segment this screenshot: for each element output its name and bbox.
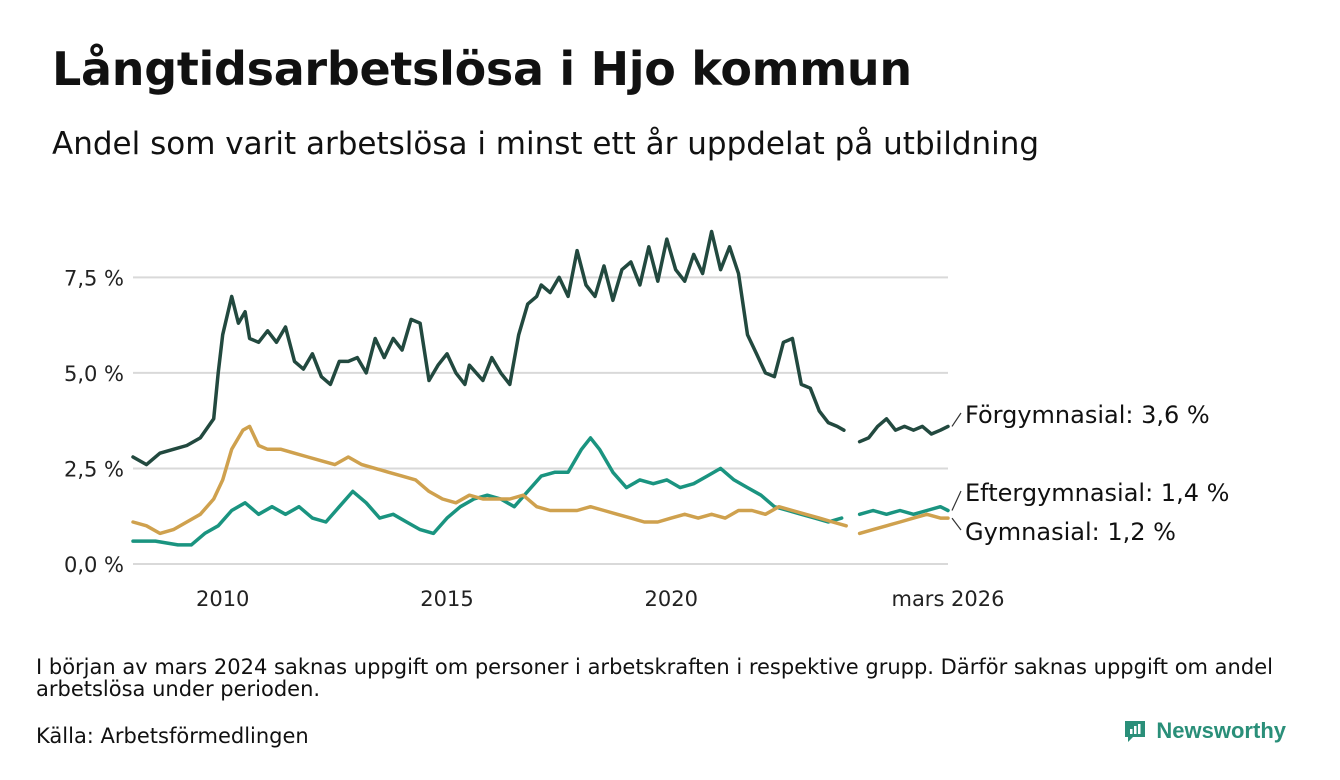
y-axis-ticks: 0,0 % 2,5 % 5,0 % 7,5 % — [64, 266, 124, 577]
gridlines — [133, 276, 948, 565]
end-label-gymnasial: Gymnasial: 1,2 % — [965, 518, 1176, 546]
x-axis-ticks: 2010 2015 2020 mars 2026 — [196, 587, 1005, 611]
series-line-förgymnasial — [131, 229, 950, 467]
end-label-connector — [951, 490, 962, 511]
y-tick-label: 0,0 % — [64, 553, 124, 577]
end-label-förgymnasial: Förgymnasial: 3,6 % — [965, 401, 1210, 429]
end-label-eftergymnasial: Eftergymnasial: 1,4 % — [965, 479, 1229, 507]
source-text: Källa: Arbetsförmedlingen — [36, 724, 309, 748]
chart-subtitle: Andel som varit arbetslösa i minst ett å… — [52, 126, 1040, 162]
series-line-eftergymnasial — [131, 436, 950, 547]
brand-name: Newsworthy — [1156, 718, 1286, 743]
brand-logo[interactable]: Newsworthy — [1122, 718, 1286, 744]
x-tick-label: mars 2026 — [891, 587, 1004, 611]
newsworthy-logo-icon — [1125, 721, 1146, 742]
y-tick-label: 2,5 % — [64, 457, 124, 481]
x-tick-label: 2020 — [645, 587, 698, 611]
end-labels: Förgymnasial: 3,6 % Eftergymnasial: 1,4 %… — [951, 401, 1229, 546]
x-tick-label: 2010 — [196, 587, 249, 611]
y-tick-label: 5,0 % — [64, 362, 124, 386]
end-label-connector — [951, 412, 962, 427]
end-label-connector — [951, 517, 962, 531]
x-tick-label: 2015 — [420, 587, 473, 611]
footnote: I början av mars 2024 saknas uppgift om … — [36, 655, 1273, 701]
series-lines — [131, 229, 950, 547]
line-chart: 0,0 % 2,5 % 5,0 % 7,5 % 2010 2015 2020 mars 20… — [64, 229, 1229, 611]
y-tick-label: 7,5 % — [64, 266, 124, 290]
chart-title: Långtidsarbetslösa i Hjo kommun — [52, 42, 912, 96]
series-line-gymnasial — [131, 424, 950, 536]
